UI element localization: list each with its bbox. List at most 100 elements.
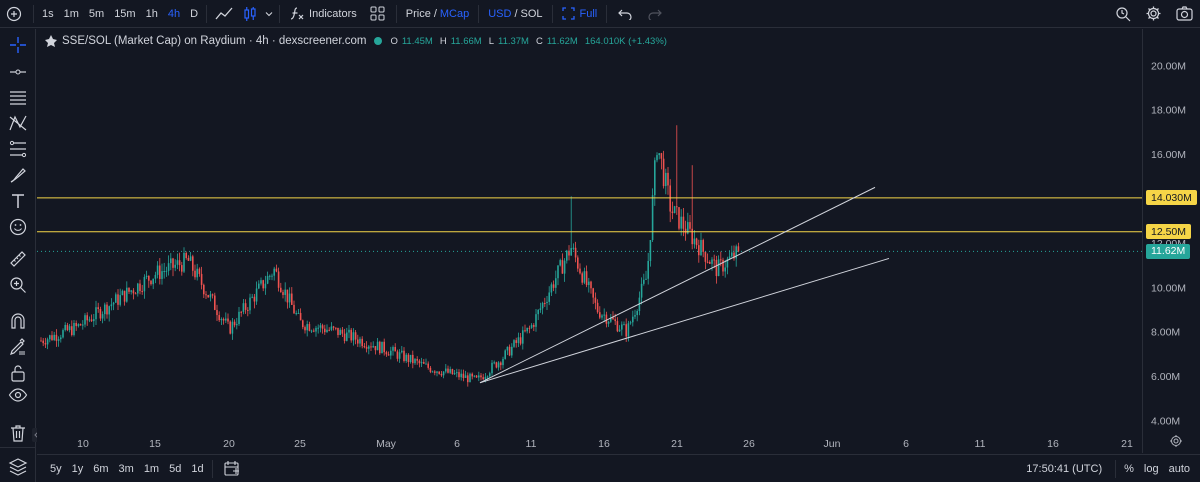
sol-label[interactable]: SOL <box>520 7 543 20</box>
candle <box>665 168 667 195</box>
candle <box>203 283 205 299</box>
candle <box>695 237 698 250</box>
interval-1h[interactable]: 1h <box>145 7 158 20</box>
candle <box>506 346 509 355</box>
zoom-in-icon[interactable] <box>6 273 30 297</box>
quick-search-icon[interactable] <box>1108 0 1138 28</box>
eye-icon[interactable] <box>6 383 30 407</box>
crosshair-icon[interactable] <box>6 33 30 57</box>
indicators-button[interactable]: Indicators <box>283 0 362 28</box>
interval-4h[interactable]: 4h <box>167 7 181 20</box>
candlestick-chart[interactable]: 10 15 20 25 May 6 11 16 21 26 Jun 6 11 16 21 <box>37 29 1142 453</box>
fib-retracement-icon[interactable] <box>6 137 30 161</box>
object-tree-icon[interactable] <box>6 455 30 479</box>
currency-toggle[interactable]: USD / SOL <box>482 0 548 28</box>
emoji-icon[interactable] <box>6 215 30 239</box>
fullscreen-button[interactable]: Full <box>556 0 604 28</box>
chevron-down-icon[interactable] <box>262 0 276 28</box>
open-value: 11.45M <box>401 35 433 47</box>
symbol-title[interactable]: SSE/SOL (Market Cap) on Raydium · 4h · d… <box>62 35 367 47</box>
candle <box>691 165 693 250</box>
interval-1s[interactable]: 1s <box>42 7 54 20</box>
auto-scale-toggle[interactable]: auto <box>1168 462 1190 475</box>
candle <box>341 327 344 338</box>
separator <box>1115 459 1117 478</box>
time-tick-label: 11 <box>975 438 986 450</box>
mcap-label[interactable]: MCap <box>439 7 470 20</box>
candle <box>110 298 113 311</box>
candle <box>387 351 390 356</box>
chart-pane[interactable]: 10 15 20 25 May 6 11 16 21 26 Jun 6 11 16 21 <box>37 29 1142 453</box>
interval-D[interactable]: D <box>190 7 199 20</box>
candle <box>541 301 544 315</box>
undo-icon[interactable] <box>610 0 640 28</box>
candle <box>634 309 636 320</box>
candle <box>172 257 174 277</box>
text-tool-icon[interactable] <box>6 189 30 213</box>
utc-clock[interactable]: 17:50:41 (UTC) <box>1026 462 1103 475</box>
range-1m[interactable]: 1m <box>143 462 160 475</box>
trend-line-icon[interactable] <box>6 60 30 84</box>
candle <box>667 166 669 195</box>
price-tag-1: 12.50M <box>1146 224 1192 240</box>
log-scale-toggle[interactable]: log <box>1143 462 1159 475</box>
add-symbol-icon[interactable] <box>0 0 30 28</box>
candle <box>418 359 421 368</box>
axis-settings-gear-icon[interactable] <box>1169 434 1183 448</box>
screenshot-camera-icon[interactable] <box>1169 0 1200 28</box>
chart-type-line-icon[interactable] <box>210 0 238 28</box>
trend-line-upper[interactable] <box>479 186 876 384</box>
candle <box>115 292 117 303</box>
candle <box>526 327 528 334</box>
candle <box>394 343 396 352</box>
candle <box>588 277 590 293</box>
candle <box>207 294 209 298</box>
candle <box>559 258 561 267</box>
candle <box>480 372 482 381</box>
range-1d[interactable]: 1d <box>191 462 204 475</box>
pitchfork-icon[interactable] <box>6 111 30 135</box>
interval-5m[interactable]: 5m <box>88 7 105 20</box>
range-6m[interactable]: 6m <box>93 462 109 475</box>
candle <box>632 310 634 327</box>
usd-label[interactable]: USD <box>488 7 512 20</box>
interval-15m[interactable]: 15m <box>114 7 136 20</box>
horizontal-lines-icon[interactable] <box>6 85 30 109</box>
goto-date-calendar-icon[interactable] <box>216 461 248 476</box>
brush-icon[interactable] <box>6 163 30 187</box>
candle <box>676 125 678 215</box>
trend-line-lower[interactable] <box>479 257 890 384</box>
percent-scale-toggle[interactable]: % <box>1124 462 1134 475</box>
interval-1m[interactable]: 1m <box>63 7 79 20</box>
candle <box>471 372 473 380</box>
candle <box>434 370 436 376</box>
candle <box>317 324 319 334</box>
chart-type-candles-icon[interactable] <box>238 0 262 28</box>
low-value: 11.37M <box>497 35 529 47</box>
price-axis[interactable]: 20.00M18.00M16.00M14.00M12.00M10.00M8.00… <box>1142 29 1200 453</box>
candle <box>493 360 495 365</box>
stay-in-drawing-mode-icon[interactable] <box>6 335 30 359</box>
price-mcap-toggle[interactable]: Price / MCap <box>400 0 475 28</box>
ruler-icon[interactable] <box>6 247 30 271</box>
settings-gear-icon[interactable] <box>1138 0 1169 28</box>
layouts-grid-icon[interactable] <box>362 0 393 28</box>
candle <box>574 241 577 263</box>
redo-icon[interactable] <box>640 0 670 28</box>
separator <box>395 4 397 23</box>
range-1y[interactable]: 1y <box>71 462 84 475</box>
range-3m[interactable]: 3m <box>118 462 134 475</box>
price-label[interactable]: Price <box>405 7 431 20</box>
candle <box>414 357 416 365</box>
candle <box>304 325 306 334</box>
candle <box>123 290 126 306</box>
candle <box>533 323 535 332</box>
lock-icon[interactable] <box>6 361 30 385</box>
candle <box>583 267 586 285</box>
range-5y[interactable]: 5y <box>50 462 62 475</box>
range-5d[interactable]: 5d <box>169 462 182 475</box>
candle <box>460 369 462 381</box>
trash-icon[interactable] <box>6 421 30 445</box>
magnet-icon[interactable] <box>6 309 30 333</box>
collapse-toolbar-chevron-icon[interactable] <box>32 428 40 442</box>
